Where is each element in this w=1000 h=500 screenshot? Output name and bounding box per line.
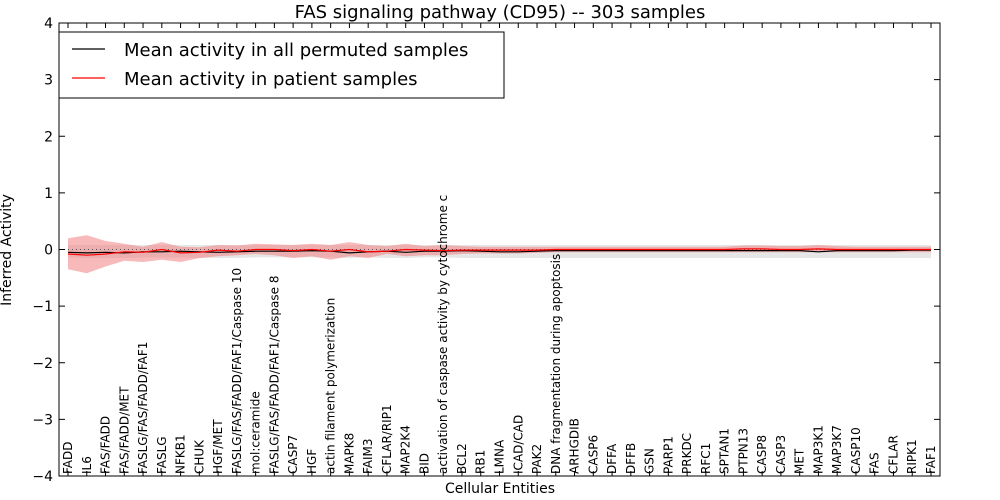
y-tick-label: 2	[44, 129, 53, 145]
x-tick-label: NFKB1	[174, 434, 188, 474]
x-tick-label: LMNA	[493, 439, 507, 474]
x-tick-label: FAIM3	[361, 438, 375, 474]
x-tick-label: MAP3K7	[830, 425, 844, 474]
permuted-series-line	[67, 249, 931, 254]
x-tick-label: ICAD/CAD	[511, 415, 525, 474]
x-tick-label: RFC1	[699, 443, 713, 474]
x-tick-label: SPTAN1	[718, 428, 732, 474]
x-tick-label: MAPK8	[342, 433, 356, 474]
x-tick-label: CASP3	[774, 435, 788, 474]
y-tick-label: −1	[32, 299, 53, 315]
x-tick-label: HGF	[305, 449, 319, 474]
x-tick-label: FASLG/FAS/FADD/FAF1	[136, 342, 150, 474]
x-tick-label: DNA fragmentation during apoptosis	[549, 254, 563, 474]
x-tick-label: PAK2	[530, 444, 544, 474]
x-tick-label: CASP7	[286, 435, 300, 474]
x-tick-label: FAF1	[924, 445, 938, 474]
x-tick-label: mol:ceramide	[249, 391, 263, 474]
x-tick-label: FASLG/FAS/FADD/FAF1/Caspase 8	[267, 276, 281, 475]
x-tick-label: CFLAR	[887, 435, 901, 474]
legend-label-patient: Mean activity in patient samples	[124, 69, 418, 90]
x-tick-label: CFLAR/RIP1	[380, 404, 394, 474]
x-tick-label: BID	[418, 453, 432, 474]
x-tick-label: MAP3K1	[811, 425, 825, 474]
y-tick-label: −3	[32, 412, 53, 428]
x-tick-label: GSN	[643, 448, 657, 474]
y-tick-label: −4	[32, 469, 53, 485]
y-axis-label: Inferred Activity	[0, 194, 15, 306]
y-tick-label: 0	[44, 243, 53, 259]
x-tick-label: DFFA	[605, 443, 619, 474]
y-tick-label: 1	[44, 186, 53, 202]
x-tick-label: CASP8	[755, 435, 769, 474]
x-tick-label: RB1	[474, 450, 488, 474]
x-tick-label: actin filament polymerization	[324, 298, 338, 474]
x-tick-label: BCL2	[455, 443, 469, 474]
legend-box	[58, 31, 505, 99]
x-tick-label: HGF/MET	[211, 419, 225, 474]
patient-band	[68, 235, 931, 274]
x-tick-label: FASLG/FAS/FADD/FAF1/Caspase 10	[230, 268, 244, 474]
x-tick-label: PRKDC	[680, 433, 694, 474]
x-tick-label: MAP2K4	[399, 425, 413, 474]
x-tick-label: IL6	[80, 456, 94, 474]
x-tick-label: CASP10	[849, 427, 863, 474]
x-tick-label: FASLG	[155, 436, 169, 474]
x-tick-label: FAS	[868, 452, 882, 474]
legend: Mean activity in all permuted samples Me…	[58, 31, 505, 99]
x-tick-label: CASP6	[586, 435, 600, 474]
x-tick-label: MET	[793, 448, 807, 474]
x-tick-label: CHUK	[192, 439, 206, 474]
legend-label-permuted: Mean activity in all permuted samples	[124, 40, 468, 61]
chart-title: FAS signaling pathway (CD95) -- 303 samp…	[295, 2, 706, 23]
plot-area: 4 3 2 1 0 −1 −2 −3 −4 FADD IL6 FAS/FADD FAS/FADD/MET…	[32, 16, 941, 485]
x-tick-label: activation of caspase activity by cytoch…	[436, 195, 450, 474]
x-tick-label: FAS/FADD	[99, 416, 113, 474]
patient-series-line	[67, 248, 931, 256]
y-tick-label: 3	[44, 73, 53, 89]
x-tick-label: PTPN13	[736, 428, 750, 474]
x-tick-label: PARP1	[661, 436, 675, 474]
y-tick-label: 4	[44, 16, 53, 32]
x-axis-label: Cellular Entities	[445, 481, 555, 497]
x-tick-label: FADD	[61, 442, 75, 475]
x-tick-label: FAS/FADD/MET	[117, 386, 131, 474]
y-tick-label: −2	[32, 356, 53, 372]
x-tick-label: RIPK1	[905, 439, 919, 474]
x-tick-label: ARHGDIB	[568, 418, 582, 474]
x-tick-label: DFFB	[624, 443, 638, 474]
